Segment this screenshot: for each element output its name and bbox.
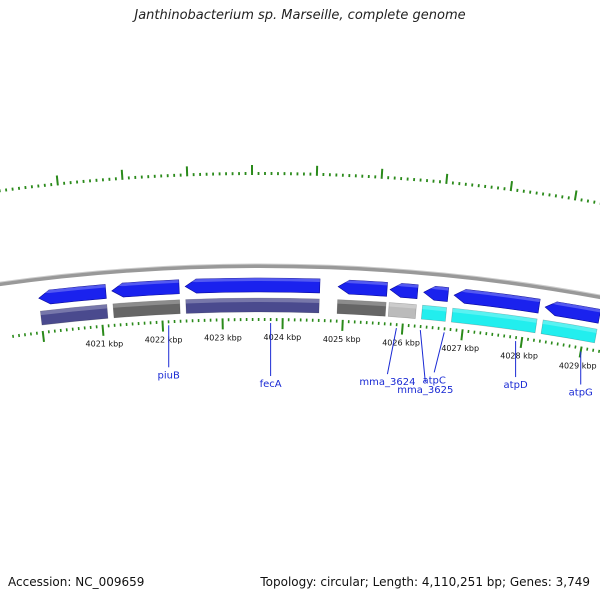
gene-label-piuB[interactable]: piuB (158, 370, 180, 381)
gene-label-fecA[interactable]: fecA (260, 379, 282, 390)
outer-tick-mark (586, 199, 590, 203)
outer-tick-mark (445, 173, 449, 184)
feature-block-shine (40, 304, 108, 316)
cds-arrow-shine (338, 280, 388, 286)
scale-tick-mark (568, 344, 571, 348)
scale-tick-label: 4028 kbp (500, 352, 538, 361)
cds-arrow[interactable] (38, 284, 107, 305)
outer-tick-mark (509, 181, 513, 192)
cds-arrow-shine (454, 289, 541, 303)
scale-tick-mark (574, 345, 577, 349)
outer-tick-ring (0, 165, 600, 205)
cds-arrow-shine (38, 284, 106, 293)
feature-block-shine (185, 298, 320, 304)
cds-arrow-shine (424, 286, 449, 291)
cds-arrow[interactable] (337, 279, 388, 297)
scale-tick-label: 4022 kbp (145, 336, 183, 345)
feature-block-shine (337, 299, 387, 307)
gene-leader-line (386, 328, 397, 375)
cds-arrow[interactable] (423, 285, 450, 302)
inner-feature-track (39, 297, 598, 344)
cds-arrow-shine (390, 283, 419, 288)
outer-tick-mark (55, 175, 59, 186)
gene-label-atpD[interactable]: atpD (504, 380, 528, 391)
scale-tick-mark (400, 323, 404, 335)
cds-arrow-shine (546, 301, 600, 313)
scale-tick-label: 4025 kbp (323, 335, 361, 344)
scale-tick-mark (562, 343, 565, 347)
scale-tick-mark (586, 347, 589, 351)
scale-tick-mark (460, 329, 464, 341)
feature-block[interactable] (540, 319, 598, 344)
outer-tick-mark (380, 168, 384, 179)
feature-block[interactable] (112, 299, 181, 319)
scale-tick-label: 4023 kbp (204, 333, 242, 342)
feature-block-shine (452, 308, 538, 323)
genome-stats-text: Topology: circular; Length: 4,110,251 bp… (260, 575, 590, 589)
scale-tick-mark (161, 320, 165, 332)
gene-label-mma_3625[interactable]: mma_3625 (397, 385, 453, 396)
gene-label-mma_3624[interactable]: mma_3624 (359, 377, 415, 388)
feature-block[interactable] (387, 302, 417, 319)
feature-block-shine (542, 319, 598, 334)
feature-block-shine (422, 305, 447, 312)
cds-arrow[interactable] (184, 277, 321, 294)
gene-leader-line (433, 332, 445, 373)
scale-tick-mark (598, 349, 600, 353)
feature-block-shine (388, 302, 417, 309)
outer-tick-mark (120, 169, 124, 180)
scale-tick-mark (592, 348, 595, 352)
outer-feature-track (38, 277, 600, 324)
outer-tick-mark (573, 190, 578, 201)
cds-arrow[interactable] (544, 301, 600, 324)
feature-block[interactable] (336, 299, 387, 317)
scale-ticks: 4021 kbp 4022 kbp 4023 kbp 4024 kbp 4025 kbp… (12, 317, 600, 370)
cds-arrow[interactable] (453, 289, 541, 314)
feature-block[interactable] (450, 307, 538, 334)
feature-block[interactable] (39, 304, 109, 326)
scale-tick-label: 4021 kbp (86, 340, 124, 349)
accession-text: Accession: NC_009659 (8, 575, 145, 589)
feature-block[interactable] (420, 304, 448, 322)
scale-tick-label: 4029 kbp (559, 361, 597, 370)
genome-backbone (0, 263, 600, 300)
gene-label-atpC[interactable]: atpC (422, 375, 445, 386)
gene-leader-line (419, 330, 426, 383)
cds-arrow[interactable] (111, 279, 180, 298)
feature-block-shine (112, 299, 180, 308)
scale-tick-label: 4024 kbp (264, 333, 302, 342)
scale-tick-mark (101, 324, 105, 336)
cds-arrow-shine (111, 279, 179, 287)
scale-tick-label: 4027 kbp (441, 344, 479, 353)
outer-tick-mark (593, 200, 596, 204)
cds-arrow-shine (184, 277, 321, 283)
map-title: Janthinobacterium sp. Marseille, complet… (134, 8, 466, 23)
scale-tick-mark (41, 330, 45, 343)
gene-label-atpG[interactable]: atpG (569, 388, 593, 399)
cds-arrow[interactable] (389, 283, 419, 300)
scale-tick-mark (519, 336, 524, 349)
feature-block[interactable] (185, 297, 320, 314)
backbone-line (0, 263, 600, 300)
scale-tick-label: 4026 kbp (382, 339, 420, 348)
backbone-highlight (0, 263, 600, 296)
